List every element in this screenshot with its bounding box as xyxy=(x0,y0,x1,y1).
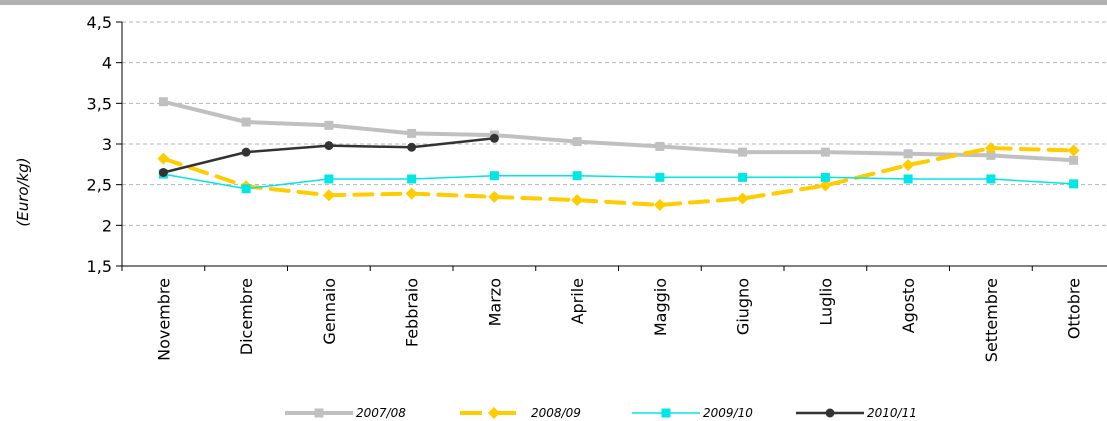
data-point xyxy=(324,120,334,130)
series-line xyxy=(161,99,1076,163)
data-point xyxy=(653,199,666,211)
x-tick-label: Marzo xyxy=(485,278,504,326)
x-tick-label: Gennaio xyxy=(320,278,339,345)
data-point xyxy=(572,171,582,181)
y-tick-label: 3,5 xyxy=(87,94,112,113)
data-point xyxy=(819,179,832,192)
data-point xyxy=(655,172,665,182)
x-tick-label: Agosto xyxy=(899,278,918,333)
data-point xyxy=(820,147,830,157)
data-point xyxy=(489,133,499,143)
y-axis-label: (Euro/kg) xyxy=(14,157,32,226)
x-tick-label: Giugno xyxy=(734,278,753,335)
x-tick-label: Ottobre xyxy=(1065,278,1084,339)
legend-swatch-marker xyxy=(825,408,835,418)
legend-label: 2008/09 xyxy=(531,406,581,420)
legend-swatch-marker xyxy=(314,408,324,418)
data-point xyxy=(489,171,499,181)
y-tick-label: 2,5 xyxy=(87,176,112,195)
data-point xyxy=(241,147,251,157)
series-line xyxy=(162,173,1075,190)
legend: 2007/08 2008/09 2009/10 2010/11 xyxy=(285,406,917,420)
x-tick-label: Aprile xyxy=(568,278,587,324)
top-border xyxy=(0,0,1107,5)
legend-swatch-marker xyxy=(661,408,671,418)
x-tick-label: Luglio xyxy=(816,278,835,326)
data-point xyxy=(488,190,501,203)
data-point xyxy=(572,137,582,147)
data-point xyxy=(655,141,665,151)
data-point xyxy=(241,117,251,127)
series-2009-10 xyxy=(158,169,1079,194)
legend-label: 2010/11 xyxy=(867,406,917,420)
x-tick-label: Settembre xyxy=(982,278,1001,362)
data-point xyxy=(157,152,170,165)
data-point xyxy=(736,192,749,205)
legend-item: 2010/11 xyxy=(796,406,917,420)
series-group xyxy=(157,97,1080,211)
data-point xyxy=(241,184,251,194)
data-point xyxy=(902,159,915,172)
data-point xyxy=(405,187,418,200)
axes xyxy=(116,21,1107,271)
data-point xyxy=(1069,155,1079,165)
y-tick-label: 2 xyxy=(102,216,112,235)
y-tick-label: 4 xyxy=(102,54,112,73)
legend-item: 2009/10 xyxy=(632,406,753,420)
data-point xyxy=(407,128,417,138)
x-tick-label: Febbraio xyxy=(403,278,422,347)
series-2010-11 xyxy=(158,133,499,177)
x-tick-label: Novembre xyxy=(154,278,173,361)
series-2007-08 xyxy=(158,97,1079,165)
x-tick-label: Maggio xyxy=(651,278,670,336)
x-tick-labels: Novembre Dicembre Gennaio Febbraio Marzo Apri… xyxy=(154,278,1083,362)
data-point xyxy=(158,167,168,177)
data-point xyxy=(984,142,997,155)
y-tick-label: 4,5 xyxy=(87,13,112,32)
data-point xyxy=(738,172,748,182)
data-point xyxy=(986,150,996,160)
legend-label: 2007/08 xyxy=(356,406,406,420)
data-point xyxy=(903,149,913,159)
y-tick-label: 1,5 xyxy=(87,257,112,276)
legend-item: 2008/09 xyxy=(460,406,581,420)
data-point xyxy=(1069,179,1079,189)
data-point xyxy=(820,172,830,182)
data-point xyxy=(322,189,335,202)
data-point xyxy=(158,97,168,107)
legend-swatch-marker xyxy=(488,407,500,419)
x-tick-label: Dicembre xyxy=(237,278,256,355)
data-point xyxy=(903,174,913,184)
y-tick-labels: 1,5 2 2,5 3 3,5 4 4,5 xyxy=(87,13,112,276)
legend-label: 2009/10 xyxy=(703,406,753,420)
data-point xyxy=(571,194,584,207)
data-point xyxy=(324,141,334,151)
data-point xyxy=(407,174,417,184)
data-point xyxy=(986,174,996,184)
legend-item: 2007/08 xyxy=(285,406,406,420)
data-point xyxy=(407,142,417,152)
data-point xyxy=(324,174,334,184)
data-point xyxy=(738,147,748,157)
y-tick-label: 3 xyxy=(102,135,112,154)
data-point xyxy=(1067,144,1080,157)
series-line xyxy=(161,146,1076,207)
